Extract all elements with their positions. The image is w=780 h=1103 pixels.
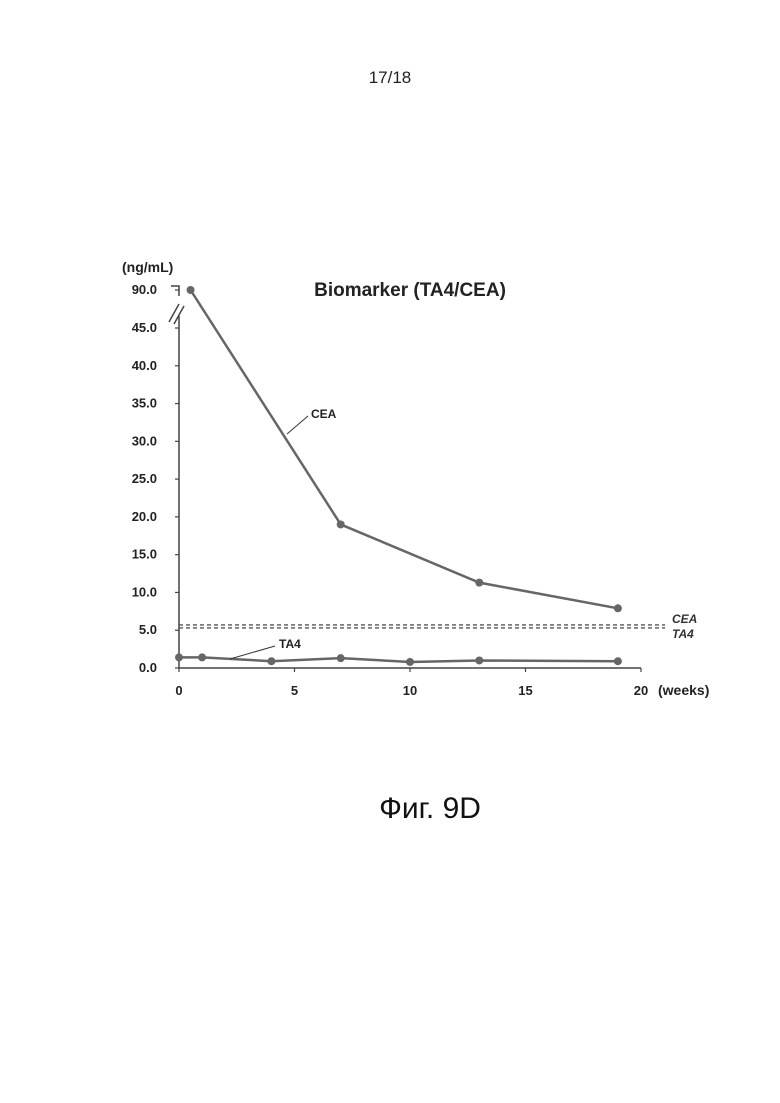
y-tick-label: 25.0	[132, 471, 157, 486]
axis-break-mark	[169, 304, 179, 322]
series-leader-cea	[287, 416, 308, 434]
y-tick-label: 20.0	[132, 509, 157, 524]
series-label-ta4: TA4	[279, 637, 301, 651]
y-tick-label: 10.0	[132, 584, 157, 599]
y-axis-unit: (ng/mL)	[122, 259, 173, 275]
y-axis-top-segment	[171, 286, 179, 296]
reference-label-ta4: TA4	[672, 627, 694, 641]
data-point-ta4	[475, 656, 483, 664]
data-point-ta4	[198, 653, 206, 661]
labels-layer: CEA TA4	[230, 407, 337, 659]
x-axis-unit: (weeks)	[658, 682, 709, 698]
series-line-ta4	[179, 657, 618, 662]
y-tick-label: 35.0	[132, 396, 157, 411]
y-tick-label: 40.0	[132, 358, 157, 373]
axes: 0.0 5.0 10.0 15.0 20.0 25.0 30.0 35.0 40.0 45.0 90…	[132, 282, 649, 698]
data-point-ta4	[267, 657, 275, 665]
x-tick-label: 0	[175, 683, 182, 698]
data-point-cea	[337, 520, 345, 528]
data-point-ta4	[337, 654, 345, 662]
data-point-ta4	[175, 653, 183, 661]
y-tick-label: 90.0	[132, 282, 157, 297]
x-tick-label: 5	[291, 683, 298, 698]
series-line-cea	[191, 290, 618, 608]
y-tick-label: 15.0	[132, 547, 157, 562]
x-tick-label: 10	[403, 683, 417, 698]
reference-lines: CEATA4	[179, 612, 697, 641]
data-point-cea	[187, 286, 195, 294]
reference-label-cea: CEA	[672, 612, 697, 626]
figure-caption: Фиг. 9D	[0, 792, 780, 826]
y-tick-label: 45.0	[132, 320, 157, 335]
data-point-cea	[614, 604, 622, 612]
data-point-cea	[475, 579, 483, 587]
y-tick-label: 30.0	[132, 433, 157, 448]
x-tick-label: 20	[634, 683, 648, 698]
x-tick-label: 15	[518, 683, 532, 698]
series-layer	[175, 286, 622, 666]
chart-title: Biomarker (TA4/CEA)	[314, 280, 506, 301]
y-tick-label: 0.0	[139, 660, 157, 675]
data-point-ta4	[614, 657, 622, 665]
series-leader-ta4	[230, 646, 275, 659]
data-point-ta4	[406, 658, 414, 666]
y-tick-label: 5.0	[139, 622, 157, 637]
series-label-cea: CEA	[311, 407, 337, 421]
